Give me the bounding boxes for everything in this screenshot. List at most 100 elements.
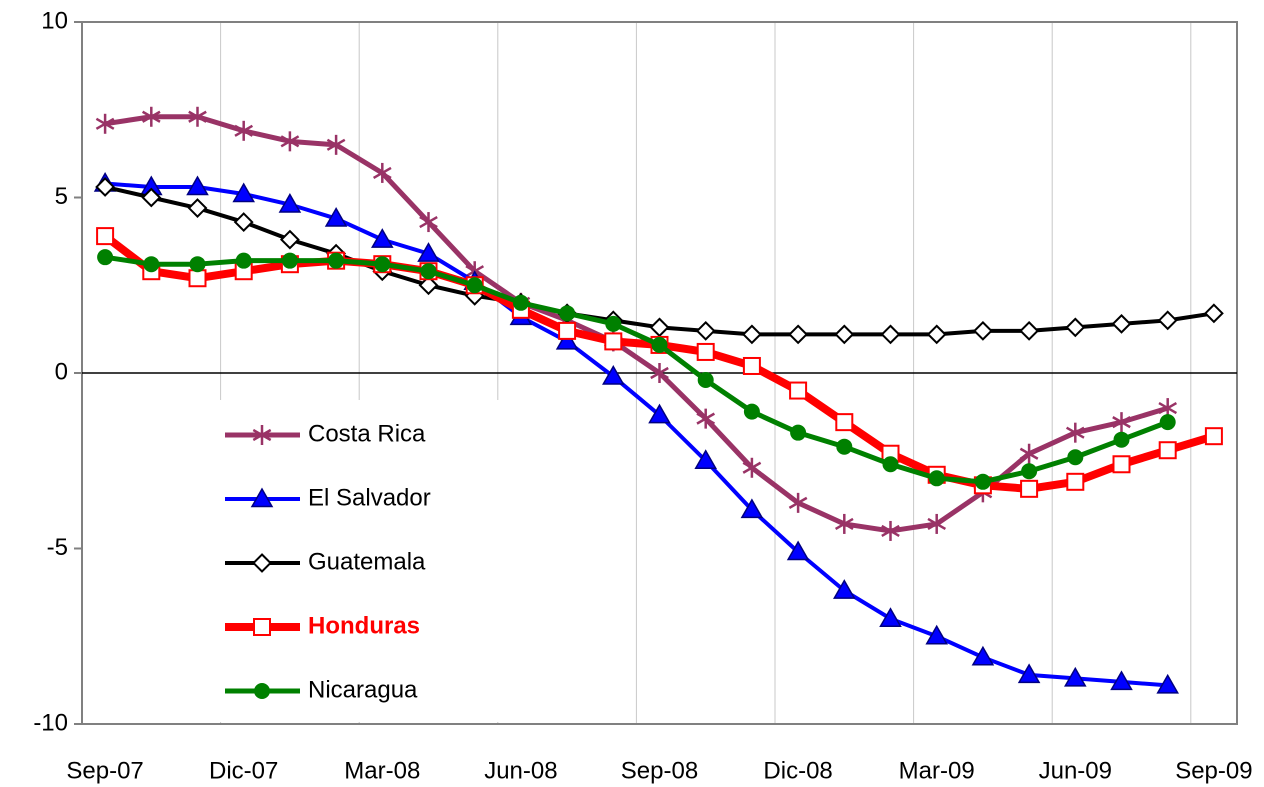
marker [419, 212, 438, 233]
marker [188, 269, 207, 288]
marker [1064, 666, 1087, 687]
legend-label: El Salvador [308, 484, 431, 511]
y-tick-label: -10 [33, 709, 68, 736]
marker [374, 256, 391, 273]
marker [324, 207, 348, 227]
marker [928, 470, 945, 487]
marker [97, 249, 114, 266]
marker [605, 315, 622, 332]
marker-stroke [834, 517, 854, 531]
y-tick-label: 0 [55, 358, 68, 385]
marker [253, 618, 271, 636]
marker [96, 227, 115, 246]
x-tick-label: Sep-08 [621, 757, 698, 784]
marker [604, 332, 623, 351]
marker-stroke [95, 117, 115, 130]
marker [786, 540, 810, 561]
marker [695, 320, 716, 341]
marker-stroke [252, 428, 272, 442]
legend-box [155, 400, 540, 722]
marker-stroke [234, 124, 254, 137]
marker [372, 162, 392, 183]
marker-stroke [419, 215, 438, 229]
marker [254, 683, 270, 699]
x-tick-label: Dic-08 [763, 757, 832, 784]
marker [881, 520, 900, 541]
marker [697, 372, 714, 389]
marker [974, 473, 991, 490]
marker [1112, 455, 1131, 474]
marker [141, 106, 161, 127]
marker [252, 553, 272, 573]
marker [880, 324, 901, 345]
marker [1065, 422, 1085, 443]
marker [740, 498, 764, 519]
marker [788, 324, 809, 345]
marker-stroke [1158, 402, 1178, 415]
marker [1159, 414, 1176, 431]
marker [143, 256, 160, 273]
marker [250, 487, 274, 508]
marker [742, 457, 762, 478]
y-tick-label: 5 [55, 183, 68, 210]
x-tick-label: Jun-09 [1039, 757, 1112, 784]
marker [694, 449, 717, 469]
marker [281, 252, 298, 269]
marker [649, 317, 670, 338]
marker [743, 403, 760, 420]
x-tick-label: Mar-09 [899, 757, 975, 784]
marker [834, 513, 854, 534]
marker [232, 182, 255, 203]
marker [926, 324, 947, 345]
marker [789, 381, 808, 400]
marker [1156, 673, 1179, 694]
marker-stroke [326, 138, 346, 151]
marker [836, 438, 853, 455]
marker [1157, 310, 1178, 331]
marker [95, 177, 116, 197]
legend-label: Guatemala [308, 548, 426, 575]
marker [1203, 303, 1224, 324]
marker [925, 624, 948, 645]
marker [696, 408, 716, 429]
marker [1067, 449, 1084, 466]
marker-stroke [696, 412, 716, 425]
marker-stroke [927, 517, 947, 531]
marker [555, 329, 579, 350]
marker [1110, 670, 1133, 691]
marker [420, 263, 437, 280]
marker [971, 645, 995, 666]
x-tick-label: Mar-08 [344, 757, 420, 784]
marker [279, 229, 300, 250]
x-tick-label: Sep-07 [66, 757, 143, 784]
marker [1158, 441, 1177, 460]
marker [328, 252, 345, 269]
marker [141, 187, 162, 208]
marker-stroke [742, 461, 762, 474]
marker [233, 212, 254, 232]
legend-label: Nicaragua [308, 676, 418, 703]
marker [252, 425, 272, 445]
marker [466, 277, 483, 294]
marker [417, 242, 440, 262]
marker [833, 579, 856, 599]
marker [651, 336, 668, 353]
marker [882, 456, 899, 473]
marker [371, 228, 394, 248]
marker [187, 198, 208, 218]
marker [834, 324, 855, 345]
marker [1019, 320, 1040, 341]
marker [189, 256, 206, 273]
marker [235, 252, 252, 269]
marker [1021, 463, 1038, 480]
y-tick-label: -5 [47, 534, 68, 561]
marker-stroke [881, 524, 900, 538]
marker [186, 175, 209, 196]
marker [788, 492, 808, 513]
marker [559, 305, 576, 322]
marker [927, 513, 947, 534]
marker [879, 607, 902, 627]
marker [1019, 443, 1039, 464]
x-tick-label: Jun-08 [484, 757, 557, 784]
